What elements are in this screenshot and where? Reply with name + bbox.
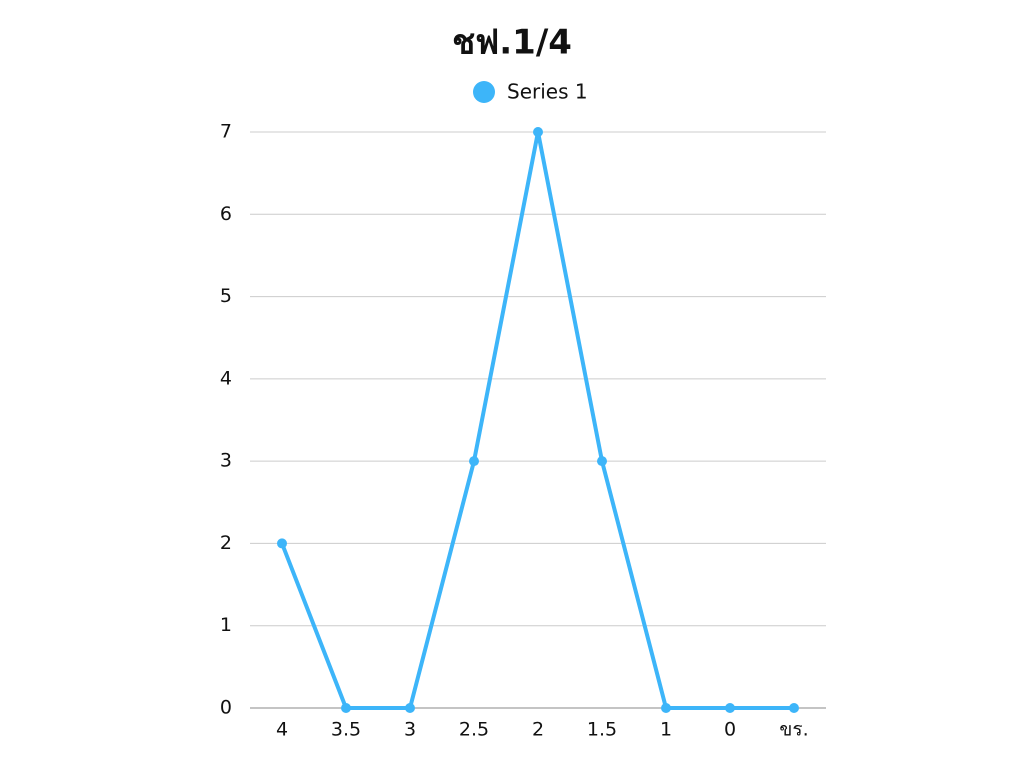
data-point	[405, 703, 415, 713]
y-tick-label: 0	[220, 697, 232, 719]
data-point	[469, 456, 479, 467]
y-tick-label: 3	[220, 450, 232, 472]
series-line	[280, 130, 794, 710]
y-tick-label: 1	[220, 614, 232, 636]
legend-label: Series 1	[507, 80, 588, 104]
x-tick-label: ขร.	[779, 719, 808, 741]
y-tick-label: 4	[220, 367, 232, 389]
chart-title: ชฟ.1/4	[452, 23, 572, 63]
x-tick-label: 0	[724, 719, 736, 741]
data-point	[341, 703, 351, 713]
x-tick-label: 3	[404, 719, 416, 741]
data-point	[789, 703, 799, 713]
x-tick-label: 3.5	[331, 719, 361, 741]
x-tick-label: 2.5	[459, 719, 489, 741]
y-tick-label: 2	[220, 532, 232, 554]
legend-marker	[473, 81, 495, 103]
y-tick-label: 5	[220, 285, 232, 307]
y-tick-label: 6	[220, 203, 232, 225]
data-point	[533, 127, 543, 137]
data-point	[661, 703, 671, 713]
y-tick-label: 7	[220, 121, 232, 143]
x-tick-label: 1.5	[587, 719, 617, 741]
x-tick-label: 4	[276, 719, 288, 741]
data-point	[277, 538, 287, 549]
x-tick-label: 1	[660, 719, 672, 741]
data-point	[725, 703, 735, 713]
data-point	[597, 456, 607, 467]
x-tick-label: 2	[532, 719, 544, 741]
